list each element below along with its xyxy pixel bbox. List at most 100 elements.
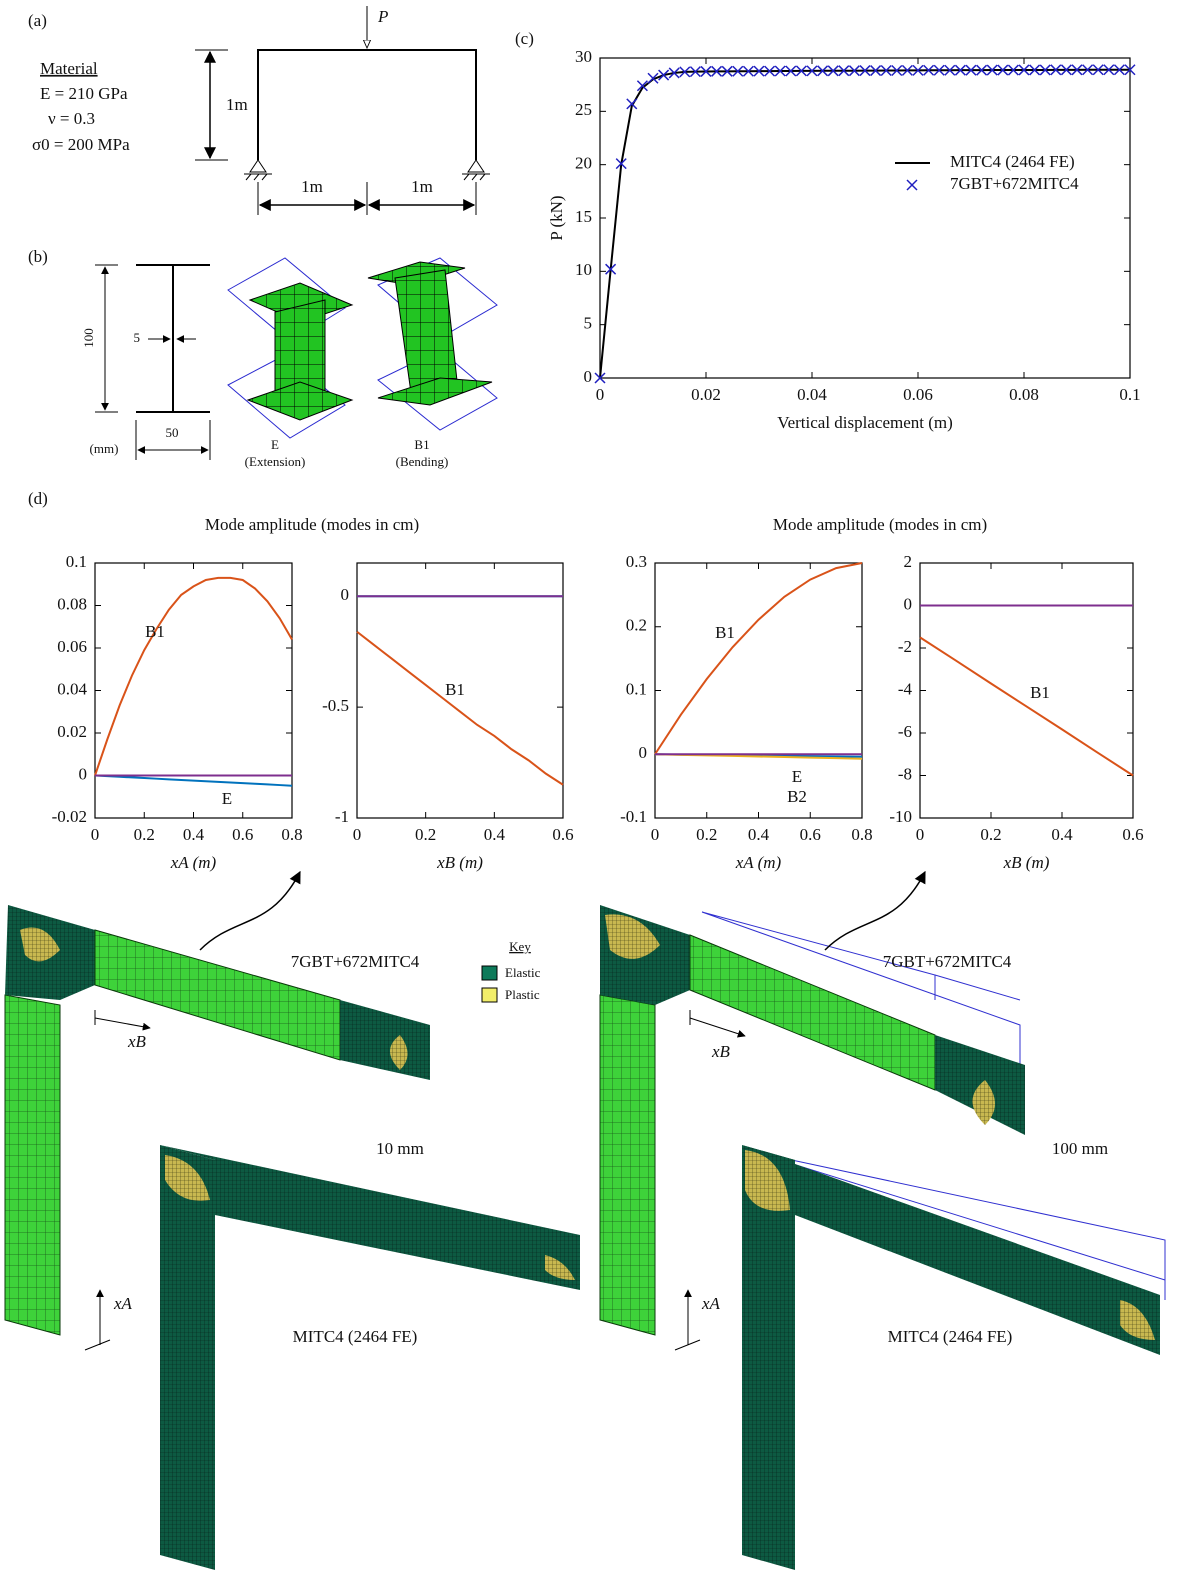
x-axis-label: xA (m) <box>735 853 782 872</box>
mode-name: E <box>271 437 279 452</box>
frame-outline <box>258 50 476 160</box>
y-tick-label: 0.2 <box>626 616 647 635</box>
x-tick-label: 0 <box>916 825 925 844</box>
plot-frame <box>920 563 1133 818</box>
y-tick-label: 0 <box>904 594 913 613</box>
legend-label: 7GBT+672MITC4 <box>950 174 1079 193</box>
model-label: MITC4 (2464 FE) <box>293 1327 418 1346</box>
y-tick-label: -6 <box>898 722 912 741</box>
y-tick-label: 5 <box>584 314 593 333</box>
x-tick-label: 0.04 <box>797 385 827 404</box>
series-label: E <box>222 789 232 808</box>
x-tick-label: 0 <box>596 385 605 404</box>
mode-shape-e <box>228 258 352 438</box>
mode-caption: (Bending) <box>396 454 449 469</box>
dimension-label: 1m <box>226 95 248 114</box>
y-tick-label: 2 <box>904 552 913 571</box>
axis-label: xA <box>113 1294 133 1313</box>
x-axis-label: Vertical displacement (m) <box>777 413 953 432</box>
series-label: B1 <box>145 622 165 641</box>
y-tick-label: 0.08 <box>57 594 87 613</box>
x-tick-label: 0.2 <box>980 825 1001 844</box>
mode-plot-title: Mode amplitude (modes in cm) <box>205 515 419 534</box>
series-label: B1 <box>715 623 735 642</box>
x-tick-label: 0.6 <box>800 825 821 844</box>
deformed-right <box>600 872 1165 1570</box>
mode-plot-title: Mode amplitude (modes in cm) <box>773 515 987 534</box>
y-tick-label: -0.02 <box>52 807 87 826</box>
series-label: B2 <box>787 787 807 806</box>
y-tick-label: -1 <box>335 807 349 826</box>
load-label: P <box>377 7 388 26</box>
x-tick-label: 0.6 <box>232 825 253 844</box>
dimension-label: 100 <box>81 328 96 348</box>
y-tick-label: -0.5 <box>322 696 349 715</box>
panel-label: (d) <box>28 489 48 508</box>
mode-caption: (Extension) <box>245 454 306 469</box>
y-tick-label: 0.06 <box>57 637 87 656</box>
series-label: B1 <box>1030 683 1050 702</box>
mode-shape-b1 <box>368 258 497 430</box>
y-tick-label: 0 <box>639 743 648 762</box>
x-tick-label: 0.2 <box>415 825 436 844</box>
i-section <box>136 265 210 412</box>
x-tick-label: 0.2 <box>696 825 717 844</box>
y-tick-label: -8 <box>898 764 912 783</box>
scale-label: 10 mm <box>376 1139 424 1158</box>
y-tick-label: 0.04 <box>57 679 87 698</box>
panel-label: (c) <box>515 29 534 48</box>
series-label: E <box>792 767 802 786</box>
series-label: B1 <box>445 680 465 699</box>
legend-label: MITC4 (2464 FE) <box>950 152 1075 171</box>
key-label: Plastic <box>505 987 540 1002</box>
plot-frame <box>600 58 1130 378</box>
dimension-label: 1m <box>411 177 433 196</box>
x-tick-label: 0 <box>651 825 660 844</box>
dimension-ext <box>195 50 228 160</box>
y-tick-label: 0 <box>341 585 350 604</box>
x-tick-label: 0.8 <box>281 825 302 844</box>
y-tick-label: 0 <box>584 367 593 386</box>
key-title: Key <box>509 939 531 954</box>
y-tick-label: 0.3 <box>626 552 647 571</box>
y-tick-label: 25 <box>575 100 592 119</box>
supports <box>244 160 490 180</box>
figure: (a) (b) (c) (d) Material E = 210 GPa ν =… <box>0 0 1182 1591</box>
model-label: MITC4 (2464 FE) <box>888 1327 1013 1346</box>
y-tick-label: 0.1 <box>626 679 647 698</box>
x-tick-label: 0.02 <box>691 385 721 404</box>
axis-label: xB <box>127 1032 147 1051</box>
y-axis-label: P (kN) <box>547 195 566 240</box>
y-tick-label: -2 <box>898 637 912 656</box>
y-tick-label: 15 <box>575 207 592 226</box>
axis-label: xA <box>701 1294 721 1313</box>
plot-frame <box>655 563 862 818</box>
x-axis-label: xB (m) <box>1003 853 1050 872</box>
key-swatch <box>482 966 497 980</box>
x-tick-label: 0.6 <box>1122 825 1143 844</box>
material-heading: Material <box>40 59 98 78</box>
x-tick-label: 0.6 <box>552 825 573 844</box>
dimension-label: 50 <box>166 425 179 440</box>
x-tick-label: 0 <box>91 825 100 844</box>
panel-label: (b) <box>28 247 48 266</box>
y-tick-label: 0.02 <box>57 722 87 741</box>
x-tick-label: 0.06 <box>903 385 933 404</box>
dimension-ext <box>258 182 476 215</box>
x-tick-label: 0.4 <box>1051 825 1073 844</box>
x-tick-label: 0.4 <box>748 825 770 844</box>
y-tick-label: 0.1 <box>66 552 87 571</box>
y-tick-label: -0.1 <box>620 807 647 826</box>
y-tick-label: 10 <box>575 260 592 279</box>
material-property: E = 210 GPa <box>40 84 128 103</box>
y-tick-label: 0 <box>79 764 88 783</box>
x-tick-label: 0.08 <box>1009 385 1039 404</box>
key-swatch <box>482 988 497 1002</box>
dimension-label: 5 <box>134 330 141 345</box>
x-axis-label: xA (m) <box>170 853 217 872</box>
x-tick-label: 0 <box>353 825 362 844</box>
model-label: 7GBT+672MITC4 <box>291 952 420 971</box>
y-tick-label: -10 <box>889 807 912 826</box>
dimension-label: 1m <box>301 177 323 196</box>
y-tick-label: 20 <box>575 154 592 173</box>
